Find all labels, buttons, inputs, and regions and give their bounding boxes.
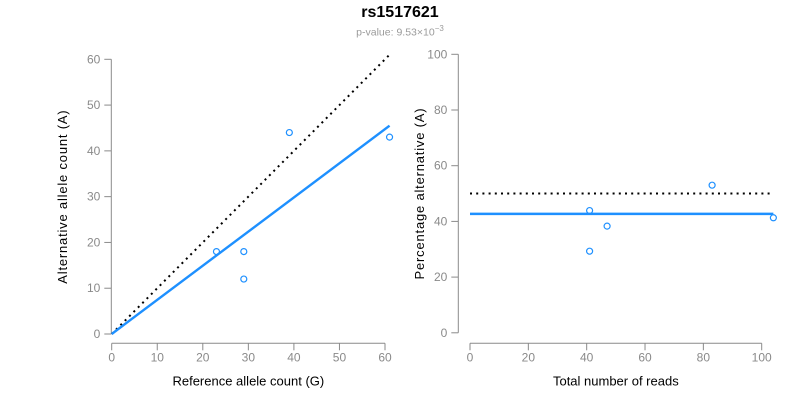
y-axis-tick-label: 50 xyxy=(87,98,101,112)
plot-percentage-reads: 0 20 40 60 80 100 0 20 40 60 80 100 Total number of … xyxy=(412,47,777,388)
x-axis-tick-label: 10 xyxy=(151,350,165,364)
pvalue-text: p-value: 9.53×10 xyxy=(356,26,435,39)
y-axis-tick-label: 0 xyxy=(441,326,448,340)
x-axis-tick-label: 100 xyxy=(752,350,772,364)
figure-title: rs1517621 xyxy=(361,4,439,21)
data-point xyxy=(240,247,248,256)
x-axis-tick-label: 80 xyxy=(697,350,711,364)
x-axis-tick-label: 60 xyxy=(638,350,652,364)
fit-line xyxy=(110,124,391,335)
y-axis-tick-label: 80 xyxy=(434,103,448,117)
data-point xyxy=(769,214,777,222)
data-point xyxy=(240,275,248,283)
x-axis-tick-label: 40 xyxy=(580,350,594,364)
plot-allele-counts: 0 10 20 30 40 50 60 0 10 20 30 40 50 60 Reference alle… xyxy=(55,52,394,388)
x-axis-tick-label: 30 xyxy=(242,350,256,364)
x-axis-tick-label: 50 xyxy=(333,350,347,364)
data-point xyxy=(585,247,594,255)
x-axis-tick-label: 0 xyxy=(108,350,115,364)
identity-line xyxy=(110,54,391,335)
y-axis-tick-label: 40 xyxy=(434,214,448,228)
data-point xyxy=(708,181,716,189)
x-axis-tick-label: 0 xyxy=(467,350,474,364)
y-axis-tick-label: 100 xyxy=(427,47,447,61)
data-point xyxy=(585,206,594,215)
y-axis-tick-label: 30 xyxy=(87,190,101,204)
y-axis-title: Alternative allele count (A) xyxy=(55,110,70,284)
x-axis-tick-label: 60 xyxy=(378,350,392,364)
y-axis-tick-label: 60 xyxy=(87,52,101,66)
y-axis-tick-label: 20 xyxy=(87,235,101,249)
x-axis-tick-label: 40 xyxy=(287,350,301,364)
figure-subtitle: p-value: 9.53×10−3 xyxy=(0,24,800,39)
y-axis-tick-label: 60 xyxy=(434,159,448,173)
data-point xyxy=(285,128,293,137)
pvalue-exponent: −3 xyxy=(434,24,444,33)
x-axis-tick-label: 20 xyxy=(196,350,210,364)
y-axis-tick-label: 10 xyxy=(87,281,101,295)
y-axis-tick-label: 0 xyxy=(94,327,101,341)
data-point xyxy=(212,247,221,256)
y-axis-title: Percentage alternative (A) xyxy=(412,108,427,280)
x-axis-title: Reference allele count (G) xyxy=(172,373,324,388)
y-axis-tick-label: 20 xyxy=(434,270,448,284)
x-axis-title: Total number of reads xyxy=(553,373,679,388)
x-axis-tick-label: 20 xyxy=(522,350,536,364)
y-axis-tick-label: 40 xyxy=(87,144,101,158)
data-point xyxy=(603,222,611,230)
data-point xyxy=(385,133,394,141)
